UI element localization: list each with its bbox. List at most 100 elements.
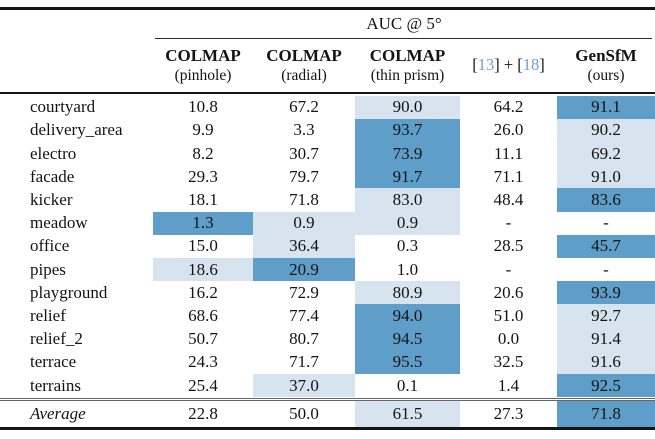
table-row: relief_2 50.7 80.7 94.5 0.0 91.4 bbox=[0, 327, 655, 351]
citation-link[interactable]: 18 bbox=[522, 55, 540, 75]
value-cell: 72.9 bbox=[289, 282, 319, 302]
value-cell: 79.7 bbox=[289, 166, 319, 186]
value-cell: - bbox=[505, 259, 512, 279]
citation-link[interactable]: 13 bbox=[477, 55, 495, 75]
value-cell: 1.0 bbox=[396, 259, 419, 279]
value-cell: 83.0 bbox=[355, 188, 460, 212]
scene-label: office bbox=[30, 236, 70, 256]
value-cell: - bbox=[603, 259, 609, 279]
citation-text: ] bbox=[539, 55, 545, 75]
value-cell: 45.7 bbox=[557, 234, 655, 258]
table-row: delivery_area 9.9 3.3 93.7 26.0 90.2 bbox=[0, 118, 655, 143]
top-rule bbox=[0, 7, 655, 10]
value-cell: 27.3 bbox=[493, 404, 524, 424]
value-cell: 22.8 bbox=[188, 404, 218, 424]
scene-label: courtyard bbox=[30, 97, 96, 117]
value-cell: 71.1 bbox=[493, 166, 524, 186]
scene-label: terrains bbox=[30, 375, 81, 395]
group-underline-rule bbox=[155, 37, 652, 39]
value-cell: 71.8 bbox=[289, 190, 319, 210]
value-cell: 95.5 bbox=[355, 350, 460, 374]
table-row: kicker 18.1 71.8 83.0 48.4 83.6 bbox=[0, 188, 655, 212]
scene-label: terrace bbox=[30, 352, 77, 372]
group-header-row: AUC @ 5° bbox=[0, 10, 655, 38]
value-cell: 20.9 bbox=[253, 258, 355, 282]
citation-text: ] + [ bbox=[494, 55, 523, 75]
table-row: facade 29.3 79.7 91.7 71.1 91.0 bbox=[0, 165, 655, 189]
table-body: courtyard 10.8 67.2 90.0 64.2 91.1 deliv… bbox=[0, 95, 655, 398]
value-cell: 61.5 bbox=[355, 401, 460, 428]
column-header-gensfm-ours: GenSfM (ours) bbox=[557, 45, 655, 85]
value-cell: 0.0 bbox=[497, 329, 520, 349]
value-cell: 90.2 bbox=[557, 118, 655, 143]
citation-text: [ bbox=[472, 55, 478, 75]
column-title: COLMAP bbox=[266, 46, 342, 66]
column-subtitle: (ours) bbox=[587, 67, 625, 85]
scene-label: meadow bbox=[30, 213, 88, 233]
column-title: GenSfM bbox=[575, 46, 637, 66]
column-header-citations: [13] + [18] bbox=[460, 55, 557, 75]
value-cell: 91.4 bbox=[557, 327, 655, 351]
scene-label: delivery_area bbox=[30, 120, 123, 140]
value-cell: 20.6 bbox=[493, 282, 524, 302]
value-cell: 8.2 bbox=[192, 143, 214, 163]
scene-label: kicker bbox=[30, 190, 73, 210]
value-cell: 80.9 bbox=[355, 281, 460, 305]
scene-label: relief bbox=[30, 305, 66, 325]
table-row: meadow 1.3 0.9 0.9 - - bbox=[0, 211, 655, 235]
table-row: terrace 24.3 71.7 95.5 32.5 91.6 bbox=[0, 350, 655, 374]
value-cell: 29.3 bbox=[188, 166, 218, 186]
value-cell: 0.9 bbox=[355, 211, 460, 235]
column-title: COLMAP bbox=[369, 46, 446, 66]
column-subtitle: (pinhole) bbox=[174, 67, 232, 85]
column-header-colmap-pinhole: COLMAP (pinhole) bbox=[153, 45, 253, 85]
column-header-colmap-thin-prism: COLMAP (thin prism) bbox=[355, 45, 460, 85]
column-subtitle: (radial) bbox=[281, 67, 327, 85]
value-cell: 83.6 bbox=[557, 188, 655, 212]
scene-label: pipes bbox=[30, 259, 66, 279]
value-cell: 26.0 bbox=[493, 120, 524, 140]
value-cell: 48.4 bbox=[493, 190, 524, 210]
value-cell: 50.0 bbox=[289, 404, 319, 424]
bottom-rule bbox=[0, 427, 655, 430]
value-cell: 68.6 bbox=[188, 305, 218, 325]
table-row: terrains 25.4 37.0 0.1 1.4 92.5 bbox=[0, 373, 655, 398]
column-subtitle: (thin prism) bbox=[370, 67, 445, 85]
value-cell: 1.4 bbox=[497, 375, 520, 395]
value-cell: 25.4 bbox=[188, 375, 218, 395]
value-cell: 30.7 bbox=[289, 143, 319, 163]
value-cell: 1.3 bbox=[153, 211, 253, 235]
table-row: Average 22.8 50.0 61.5 27.3 71.8 bbox=[0, 401, 655, 428]
value-cell: 91.6 bbox=[557, 350, 655, 374]
value-cell: 94.5 bbox=[355, 327, 460, 351]
table-row: playground 16.2 72.9 80.9 20.6 93.9 bbox=[0, 281, 655, 305]
value-cell: 3.3 bbox=[293, 120, 315, 140]
value-cell: 37.0 bbox=[253, 373, 355, 398]
value-cell: 80.7 bbox=[289, 329, 319, 349]
value-cell: 77.4 bbox=[289, 305, 319, 325]
value-cell: 36.4 bbox=[253, 234, 355, 258]
value-cell: 73.9 bbox=[355, 142, 460, 166]
table-row: courtyard 10.8 67.2 90.0 64.2 91.1 bbox=[0, 95, 655, 119]
table-row: pipes 18.6 20.9 1.0 - - bbox=[0, 258, 655, 282]
value-cell: 51.0 bbox=[493, 305, 524, 325]
value-cell: 0.9 bbox=[253, 211, 355, 235]
value-cell: 50.7 bbox=[188, 329, 218, 349]
value-cell: 24.3 bbox=[188, 352, 218, 372]
value-cell: 16.2 bbox=[188, 282, 218, 302]
value-cell: 0.3 bbox=[396, 236, 419, 256]
table-row: relief 68.6 77.4 94.0 51.0 92.7 bbox=[0, 304, 655, 328]
value-cell: 9.9 bbox=[192, 120, 214, 140]
scene-label: facade bbox=[30, 166, 75, 186]
value-cell: 67.2 bbox=[289, 97, 319, 117]
value-cell: 10.8 bbox=[188, 97, 218, 117]
value-cell: - bbox=[505, 213, 512, 233]
value-cell: 90.0 bbox=[355, 95, 460, 119]
value-cell: 15.0 bbox=[188, 236, 218, 256]
value-cell: 32.5 bbox=[493, 352, 524, 372]
table-row: office 15.0 36.4 0.3 28.5 45.7 bbox=[0, 234, 655, 258]
value-cell: 0.1 bbox=[396, 375, 419, 395]
value-cell: 93.9 bbox=[557, 281, 655, 305]
column-header-colmap-radial: COLMAP (radial) bbox=[253, 45, 355, 85]
